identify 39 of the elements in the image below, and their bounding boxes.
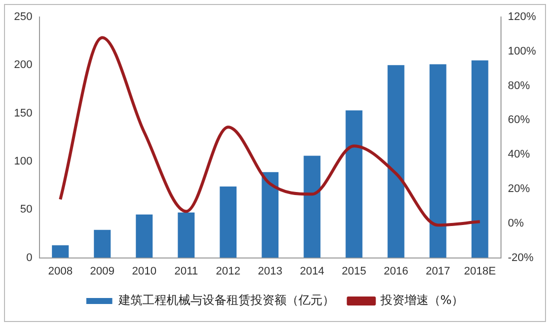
x-tick-label: 2009 <box>90 265 115 278</box>
bar <box>471 60 488 258</box>
y2-tick-label: 20% <box>508 183 530 196</box>
y-tick-label: 100 <box>14 156 32 168</box>
line-series <box>58 36 482 227</box>
y2-tick-label: 80% <box>508 80 530 92</box>
bar <box>430 64 446 258</box>
x-tick-label: 2008 <box>48 265 73 278</box>
bar <box>94 230 111 258</box>
x-tick-label: 2013 <box>258 265 282 278</box>
bar <box>220 186 237 258</box>
y2-tick-label: 100% <box>508 45 536 58</box>
x-tick-label: 2017 <box>426 265 450 278</box>
legend-label: 建筑工程机械与设备租赁投资额（亿元） <box>117 293 334 308</box>
x-tick-label: 2016 <box>384 265 408 278</box>
bar <box>262 172 278 258</box>
y-tick-label: 200 <box>14 59 32 72</box>
x-tick-label: 2010 <box>132 265 156 278</box>
y2-tick-label: -20% <box>508 252 534 264</box>
y2-tick-label: 60% <box>508 114 530 126</box>
bar <box>178 212 195 258</box>
bar <box>136 214 153 258</box>
bar <box>346 110 362 258</box>
x-tick-label: 2015 <box>342 265 366 278</box>
x-tick-label: 2012 <box>216 265 240 278</box>
x-tick-label: 2018E <box>464 265 496 278</box>
bar <box>52 245 69 258</box>
bar <box>388 65 404 258</box>
bar <box>304 156 320 258</box>
y-tick-label: 150 <box>14 107 32 120</box>
y-tick-label: 0 <box>26 252 32 264</box>
x-tick-label: 2014 <box>300 265 324 278</box>
x-tick-label: 2011 <box>174 265 198 278</box>
y2-tick-label: 40% <box>508 148 530 161</box>
y2-tick-label: 120% <box>508 11 536 24</box>
y2-tick-label: 0% <box>508 217 524 230</box>
legend-label: 投资增速（%） <box>379 293 464 308</box>
y-tick-label: 250 <box>14 11 32 24</box>
y-tick-label: 50 <box>20 204 32 216</box>
